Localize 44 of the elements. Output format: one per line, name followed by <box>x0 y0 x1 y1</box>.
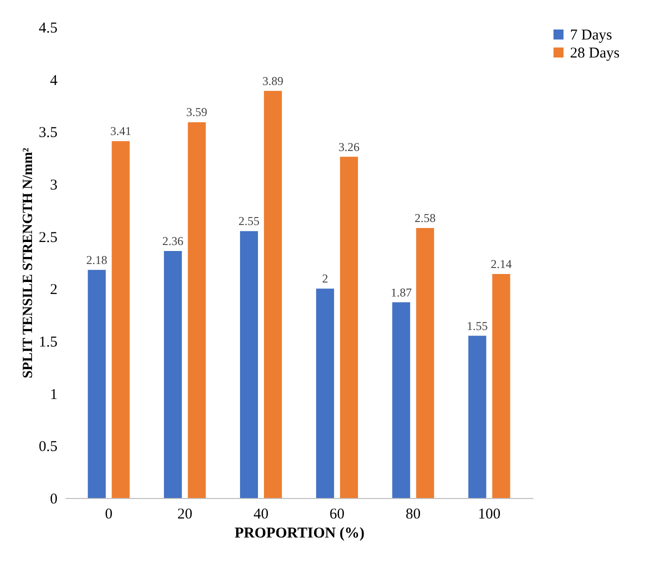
legend-label: 28 Days <box>570 46 620 62</box>
data-label: 3.59 <box>186 105 208 120</box>
y-tick-label: 4 <box>50 72 58 89</box>
bar <box>112 141 130 498</box>
data-label: 2.18 <box>86 252 108 267</box>
bar <box>468 336 486 498</box>
data-label: 2.55 <box>238 214 260 228</box>
data-label: 2 <box>322 272 328 286</box>
bar <box>264 90 282 498</box>
x-tick-label: 60 <box>330 506 345 522</box>
data-label: 2.58 <box>414 210 436 225</box>
y-tick-label: 1.5 <box>38 334 58 350</box>
legend-label: 7 Days <box>570 28 612 44</box>
y-tick-label: 2 <box>50 282 58 298</box>
y-tick-label: 2.5 <box>38 230 58 246</box>
bar <box>492 274 510 498</box>
data-label: 3.26 <box>338 140 360 154</box>
x-axis-title: PROPORTION (%) <box>234 526 364 542</box>
data-label: 3.41 <box>110 124 132 138</box>
bar <box>240 231 258 498</box>
data-label: 1.87 <box>390 285 412 300</box>
y-tick-label: 4.5 <box>38 20 58 36</box>
y-tick-label: 3.5 <box>38 125 58 142</box>
x-tick-label: 20 <box>177 506 192 522</box>
y-tick-label: 3 <box>50 178 58 194</box>
x-tick-label: 80 <box>406 506 421 522</box>
data-label: 2.36 <box>162 234 184 248</box>
x-tick-label: 0 <box>105 506 113 522</box>
bar <box>188 122 206 498</box>
y-tick-label: 0.5 <box>38 439 58 456</box>
x-tick-label: 40 <box>253 506 268 522</box>
data-label: 2.14 <box>490 257 512 272</box>
bar <box>340 156 358 498</box>
y-tick-label: 1 <box>50 386 58 403</box>
bar <box>392 302 410 498</box>
bar <box>316 288 334 498</box>
y-tick-label: 0 <box>50 492 58 508</box>
y-axis-title: SPLIT TENSILE STRENGTH N/mm² <box>20 148 36 378</box>
bar <box>164 250 182 498</box>
x-tick-label: 100 <box>478 506 500 522</box>
bar <box>416 228 434 498</box>
data-label: 3.89 <box>262 74 284 88</box>
data-label: 1.55 <box>466 318 488 333</box>
bar <box>88 270 106 498</box>
